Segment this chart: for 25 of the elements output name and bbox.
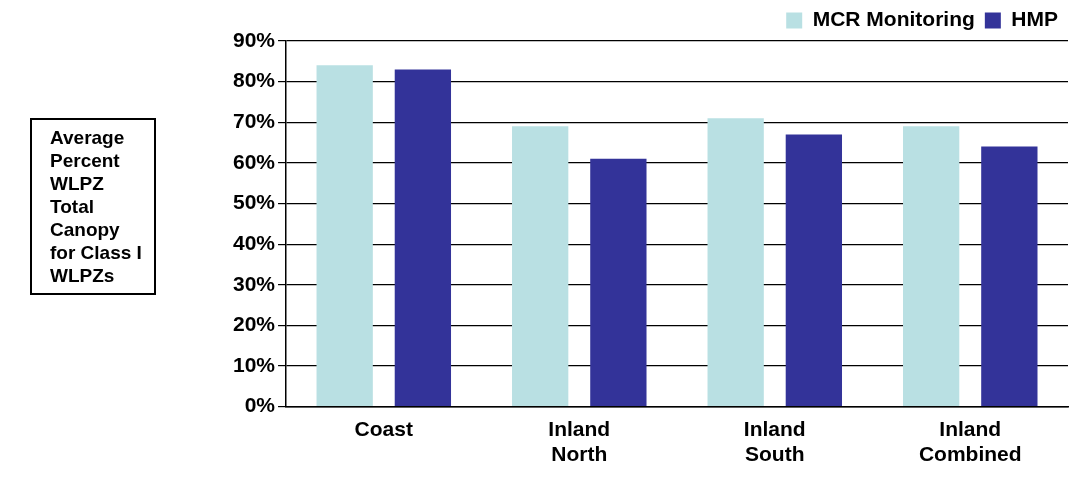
legend-label: HMP [1011,7,1059,31]
y-tick-label: 70% [233,109,276,133]
y-tick-label: 0% [244,393,276,417]
x-tick-label: Inland Combined [918,417,1022,466]
bar [590,158,647,406]
bar [785,134,843,406]
x-tick-label: Coast [354,417,413,440]
bar [394,69,452,406]
bar [316,65,373,406]
y-tick-label: 60% [233,149,276,173]
bar [707,118,764,406]
y-tick-label: 30% [233,271,276,295]
bar [903,126,960,406]
y-tick-label: 90% [233,27,276,51]
y-tick-label: 40% [233,230,276,254]
y-tick-label: 50% [233,190,276,214]
x-tick-label: Inland North [548,417,611,466]
bar [512,126,569,406]
legend-label: MCR Monitoring [812,7,975,31]
y-tick-label: 80% [233,68,276,92]
y-axis-title: Average Percent WLPZ Total Canopy for Class I WLPZs [30,118,156,295]
bar [981,146,1038,406]
y-tick-label: 20% [233,312,276,336]
x-tick-label: Inland South [743,417,806,466]
y-tick-label: 10% [233,352,276,376]
